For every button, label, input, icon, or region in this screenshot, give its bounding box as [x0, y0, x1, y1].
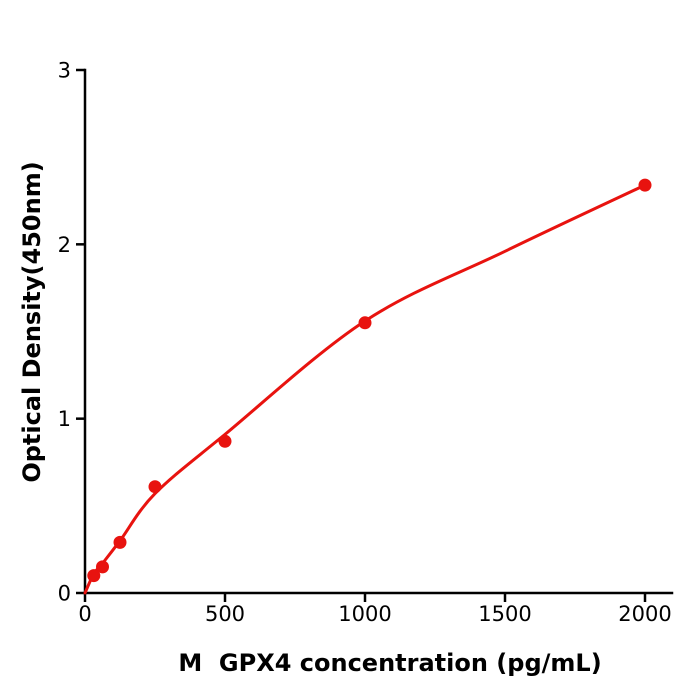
fit-curve	[83, 183, 647, 595]
data-point	[96, 560, 109, 574]
axes-spine	[83, 68, 674, 595]
y-axis-title: Optical Density(450nm)	[18, 161, 46, 482]
y-tick-label: 0	[58, 582, 71, 606]
x-tick-label: 2000	[618, 602, 671, 626]
data-point	[87, 569, 101, 583]
data-point	[148, 480, 162, 494]
x-tick-label: 0	[78, 602, 91, 626]
x-axis-title: M GPX4 concentration (pg/mL)	[178, 649, 601, 677]
data-point	[113, 535, 127, 549]
x-tick-label: 500	[205, 602, 245, 626]
x-tick-label: 1500	[478, 602, 531, 626]
y-tick-label: 1	[58, 407, 71, 431]
data-point	[218, 434, 232, 448]
plot-area: 0 500 1000 1500 2000 0 1 2 3	[58, 59, 674, 626]
data-point	[638, 178, 652, 192]
x-tick-label: 1000	[338, 602, 391, 626]
y-tick-label: 2	[58, 233, 71, 257]
data-point	[358, 316, 372, 330]
y-tick-label: 3	[58, 59, 71, 83]
